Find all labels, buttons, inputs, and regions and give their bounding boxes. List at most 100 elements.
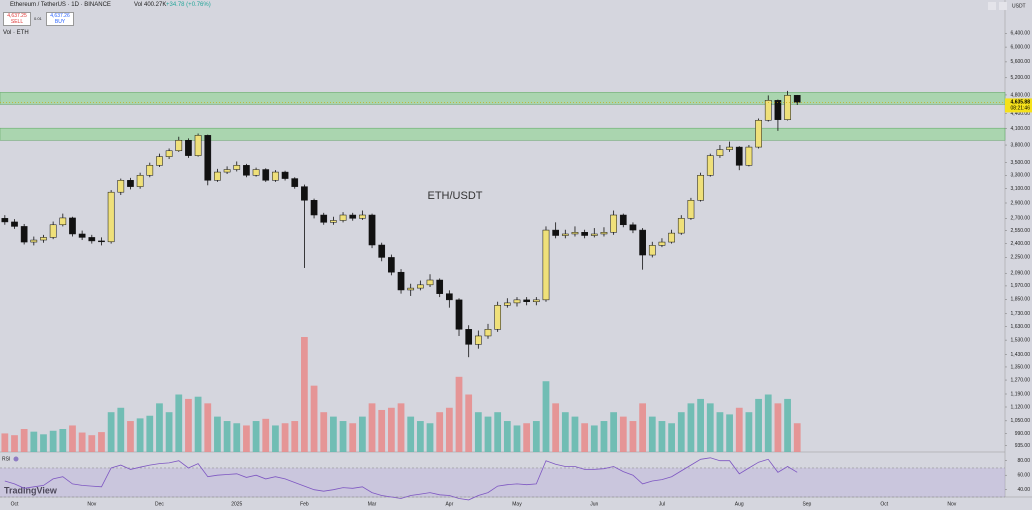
volume-bar (416, 421, 424, 452)
volume-bar (175, 394, 183, 452)
candle-body (378, 244, 386, 258)
volume-bar (484, 416, 492, 452)
candle-body (436, 279, 444, 294)
y-tick-label: 3,300.00 (1011, 173, 1031, 179)
candle-body (716, 149, 724, 156)
y-tick-label: 4,800.00 (1011, 92, 1031, 98)
y-tick-label: 935.00 (1015, 443, 1031, 449)
x-tick-label: Jul (659, 501, 665, 507)
price-axis-bg (1005, 0, 1032, 510)
volume-bar (107, 412, 115, 452)
candle-body (88, 237, 96, 242)
buy-button[interactable]: 4,637.26 BUY (46, 12, 74, 26)
volume-bar (455, 376, 463, 452)
y-tick-label: 2,250.00 (1011, 255, 1031, 261)
y-tick-label: 2,700.00 (1011, 216, 1031, 222)
rsi-tick-label: 60.00 (1017, 473, 1030, 479)
candle-body (745, 146, 753, 166)
volume-bar (474, 412, 482, 452)
vol-legend: Vol · ETH (3, 30, 29, 36)
volume-bar (146, 415, 154, 452)
countdown: 08:21:46 (1011, 106, 1031, 112)
volume-bar (320, 412, 328, 452)
volume-bar (552, 403, 560, 452)
candle-body (687, 200, 695, 219)
volume-bar (378, 409, 386, 452)
x-tick-label: Sep (802, 501, 811, 507)
candle-body (494, 305, 502, 330)
candle-body (262, 169, 270, 181)
volume-bar (745, 412, 753, 452)
y-tick-label: 1,970.00 (1011, 283, 1031, 289)
candle-body (648, 245, 656, 256)
candle-body (726, 146, 733, 150)
volume-bar (301, 337, 308, 452)
candle-body (330, 220, 337, 223)
candle-body (465, 329, 473, 345)
control-button[interactable] (988, 2, 996, 10)
y-tick-label: 5,200.00 (1011, 75, 1031, 81)
candle-body (69, 217, 76, 235)
volume-bar (726, 414, 733, 452)
candle-body (571, 232, 579, 235)
y-tick-label: 3,800.00 (1011, 142, 1031, 148)
volume-bar (561, 412, 569, 452)
x-tick-label: Nov (947, 501, 956, 507)
volume-bar (1, 433, 9, 452)
candle-body (474, 335, 482, 345)
volume-bar (156, 403, 163, 452)
candle-body (629, 224, 637, 231)
candle-body (156, 156, 163, 166)
candle-body (320, 214, 328, 223)
candle-body (755, 119, 762, 148)
y-tick-label: 1,120.00 (1011, 404, 1031, 410)
x-tick-label: Apr (445, 501, 453, 507)
candle-body (1, 218, 9, 223)
volume-bar (610, 412, 618, 452)
volume-bar (368, 403, 376, 452)
y-tick-label: 4,100.00 (1011, 126, 1031, 132)
zone (0, 92, 1006, 105)
volume: Vol 400.27K (134, 2, 167, 8)
rsi-icon (13, 456, 19, 462)
candle-body (639, 229, 646, 256)
volume-bar (658, 421, 666, 452)
y-tick-label: 2,090.00 (1011, 271, 1031, 277)
y-tick-label: 1,530.00 (1011, 337, 1031, 343)
volume-bar (136, 418, 144, 452)
y-tick-label: 3,100.00 (1011, 186, 1031, 192)
volume-bar (349, 423, 357, 452)
candle-body (523, 299, 531, 302)
sell-button[interactable]: 4,637.25 SELL (3, 12, 31, 26)
candle-body (146, 165, 154, 176)
candle-body (446, 293, 453, 301)
candle-body (223, 169, 231, 173)
candle-body (619, 214, 627, 226)
volume-bar (426, 423, 434, 452)
candle-body (359, 214, 366, 219)
volume-bar (165, 412, 173, 452)
x-tick-label: Mar (368, 501, 377, 507)
candle-body (503, 302, 511, 306)
y-tick-label: 6,000.00 (1011, 44, 1031, 50)
candle-body (542, 229, 550, 301)
candle-body (677, 218, 685, 234)
sell-price: 4,637.25 (7, 13, 27, 19)
candle-body (20, 226, 28, 243)
candle-body (194, 135, 202, 156)
volume-bar (436, 412, 444, 452)
candle-body (30, 239, 38, 243)
candle-body (78, 233, 86, 238)
candle-body (793, 95, 801, 103)
control-button[interactable] (999, 2, 1007, 10)
volume-bar (243, 425, 250, 452)
x-tick-label: Dec (155, 501, 164, 507)
candle-body (764, 100, 772, 121)
candle-body (397, 271, 405, 291)
rsi-line (4, 457, 798, 501)
candle-body (561, 233, 569, 236)
rsi-band (0, 467, 1005, 497)
candle-body (349, 214, 357, 219)
candle-body (784, 95, 791, 120)
candle-body (697, 175, 704, 201)
